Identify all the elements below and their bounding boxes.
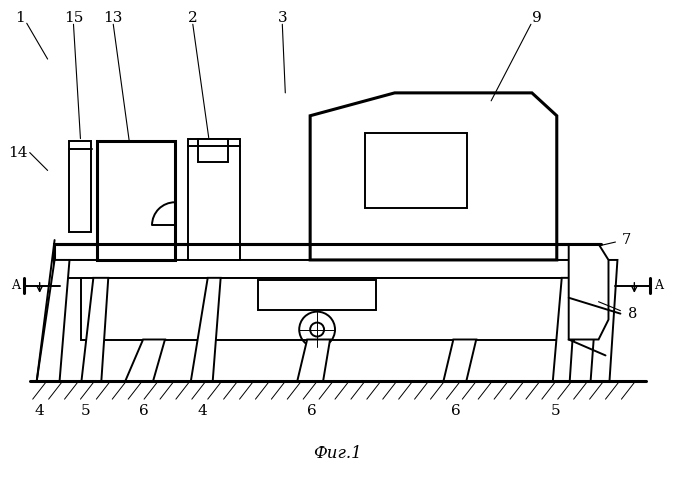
Text: 6: 6 <box>452 404 461 418</box>
Bar <box>188 138 240 260</box>
Bar <box>97 140 175 260</box>
Polygon shape <box>443 340 477 382</box>
Text: 6: 6 <box>139 404 149 418</box>
Polygon shape <box>82 278 108 382</box>
Polygon shape <box>297 340 330 382</box>
Text: 5: 5 <box>551 404 561 418</box>
Polygon shape <box>569 244 608 340</box>
Text: 7: 7 <box>622 233 631 247</box>
Text: A: A <box>11 280 20 292</box>
Text: 8: 8 <box>628 306 637 320</box>
Text: 5: 5 <box>80 404 90 418</box>
Bar <box>53 260 599 278</box>
Text: 6: 6 <box>307 404 317 418</box>
Bar <box>365 132 467 208</box>
Text: 2: 2 <box>188 12 198 26</box>
Polygon shape <box>310 93 557 260</box>
Text: A: A <box>653 280 663 292</box>
Text: 9: 9 <box>532 12 542 26</box>
Text: 4: 4 <box>35 404 45 418</box>
Bar <box>70 140 91 232</box>
Text: 14: 14 <box>8 146 28 160</box>
Bar <box>53 244 599 260</box>
Polygon shape <box>591 260 618 382</box>
Polygon shape <box>191 278 221 382</box>
Text: 3: 3 <box>277 12 287 26</box>
Polygon shape <box>36 260 70 382</box>
Polygon shape <box>125 340 165 382</box>
Bar <box>259 280 376 310</box>
Polygon shape <box>553 278 576 382</box>
Bar <box>198 138 227 162</box>
Text: 1: 1 <box>15 12 25 26</box>
Text: 4: 4 <box>198 404 208 418</box>
Text: 13: 13 <box>103 12 123 26</box>
Bar <box>82 278 574 340</box>
Text: 15: 15 <box>63 12 83 26</box>
Text: Фиг.1: Фиг.1 <box>313 446 361 462</box>
